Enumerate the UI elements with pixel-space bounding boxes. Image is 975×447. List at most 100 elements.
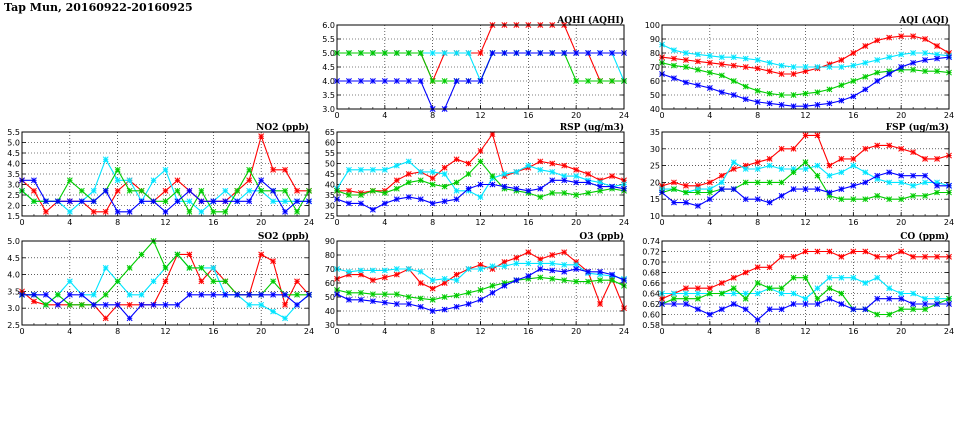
data-point [282, 198, 289, 205]
data-point [814, 162, 821, 169]
data-point [501, 171, 508, 177]
data-point [282, 291, 289, 298]
data-point [66, 291, 73, 298]
y-tick-label: 0.62 [642, 300, 660, 309]
data-point [42, 208, 49, 215]
data-point [694, 290, 701, 297]
data-point [898, 295, 905, 302]
data-point [513, 260, 520, 267]
data-point [42, 301, 49, 308]
data-point [393, 271, 400, 278]
data-point [838, 186, 845, 193]
data-point [453, 156, 460, 163]
y-tick-label: 1.5 [7, 212, 20, 221]
data-point [742, 96, 749, 103]
data-point [838, 253, 845, 260]
data-point [730, 78, 737, 84]
y-tick-label: 0.58 [642, 321, 660, 330]
data-point [898, 179, 905, 186]
data-point [850, 155, 857, 162]
data-point [477, 194, 484, 201]
data-point [730, 285, 737, 292]
data-point [682, 199, 689, 206]
data-point [561, 268, 568, 275]
data-point [802, 274, 809, 281]
data-point [814, 89, 821, 96]
data-point [898, 51, 905, 58]
data-point [138, 291, 145, 298]
data-point [198, 187, 205, 194]
data-point [186, 264, 193, 271]
data-point [766, 90, 773, 97]
data-point [850, 78, 857, 84]
x-tick-label: 24 [619, 327, 629, 336]
x-tick-label: 16 [208, 327, 218, 336]
data-point [357, 267, 364, 274]
data-point [778, 179, 785, 186]
data-point [405, 294, 412, 300]
data-point [922, 179, 929, 186]
data-point [42, 291, 49, 298]
data-point [258, 177, 265, 184]
data-point [754, 166, 761, 172]
data-point [682, 182, 689, 189]
chart-title: NO2 (ppb) [256, 122, 309, 133]
data-point [453, 303, 460, 310]
data-point [525, 187, 532, 194]
page-title: Tap Mun, 20160922-20160925 [4, 1, 193, 14]
data-point [210, 264, 217, 271]
data-point [790, 103, 797, 110]
y-tick-label: 40 [325, 307, 335, 316]
data-point [162, 187, 169, 194]
x-tick-label: 16 [848, 327, 858, 336]
data-point [501, 263, 508, 270]
data-point [838, 274, 845, 281]
data-point [910, 172, 917, 179]
data-point [802, 166, 809, 172]
x-tick-label: 24 [619, 218, 629, 227]
data-point [790, 301, 797, 307]
data-point [525, 50, 532, 56]
data-point [417, 177, 424, 184]
data-point [525, 249, 532, 256]
data-point [477, 147, 484, 154]
data-point [549, 177, 556, 184]
data-point [754, 99, 761, 105]
data-point [31, 291, 37, 298]
data-point [222, 187, 229, 194]
data-point [910, 253, 917, 260]
data-point [393, 78, 400, 84]
y-tick-label: 60 [325, 139, 335, 148]
x-tick-label: 12 [160, 218, 170, 227]
data-point [102, 187, 109, 194]
data-point [78, 291, 85, 298]
data-point [489, 50, 496, 56]
data-point [706, 85, 713, 91]
data-point [66, 208, 73, 215]
x-tick-label: 16 [523, 218, 533, 227]
data-point [597, 268, 604, 275]
data-point [357, 166, 364, 173]
data-point [790, 186, 797, 193]
data-point [826, 162, 833, 169]
data-point [174, 177, 181, 184]
data-point [198, 198, 205, 205]
y-tick-label: 4.5 [7, 254, 20, 263]
data-point [597, 183, 604, 190]
data-point [90, 208, 97, 215]
data-point [730, 54, 737, 61]
data-point [934, 301, 940, 307]
data-point [694, 295, 701, 302]
data-point [766, 199, 773, 206]
data-point [90, 187, 97, 194]
chart-title: SO2 (ppb) [258, 231, 309, 242]
data-point [294, 301, 300, 308]
x-tick-label: 12 [800, 327, 810, 336]
data-point [802, 159, 809, 166]
x-tick-label: 20 [571, 111, 581, 120]
data-point [671, 295, 677, 302]
data-point [874, 37, 881, 44]
x-tick-label: 20 [896, 327, 906, 336]
x-tick-label: 16 [848, 218, 858, 227]
data-point [754, 264, 761, 271]
